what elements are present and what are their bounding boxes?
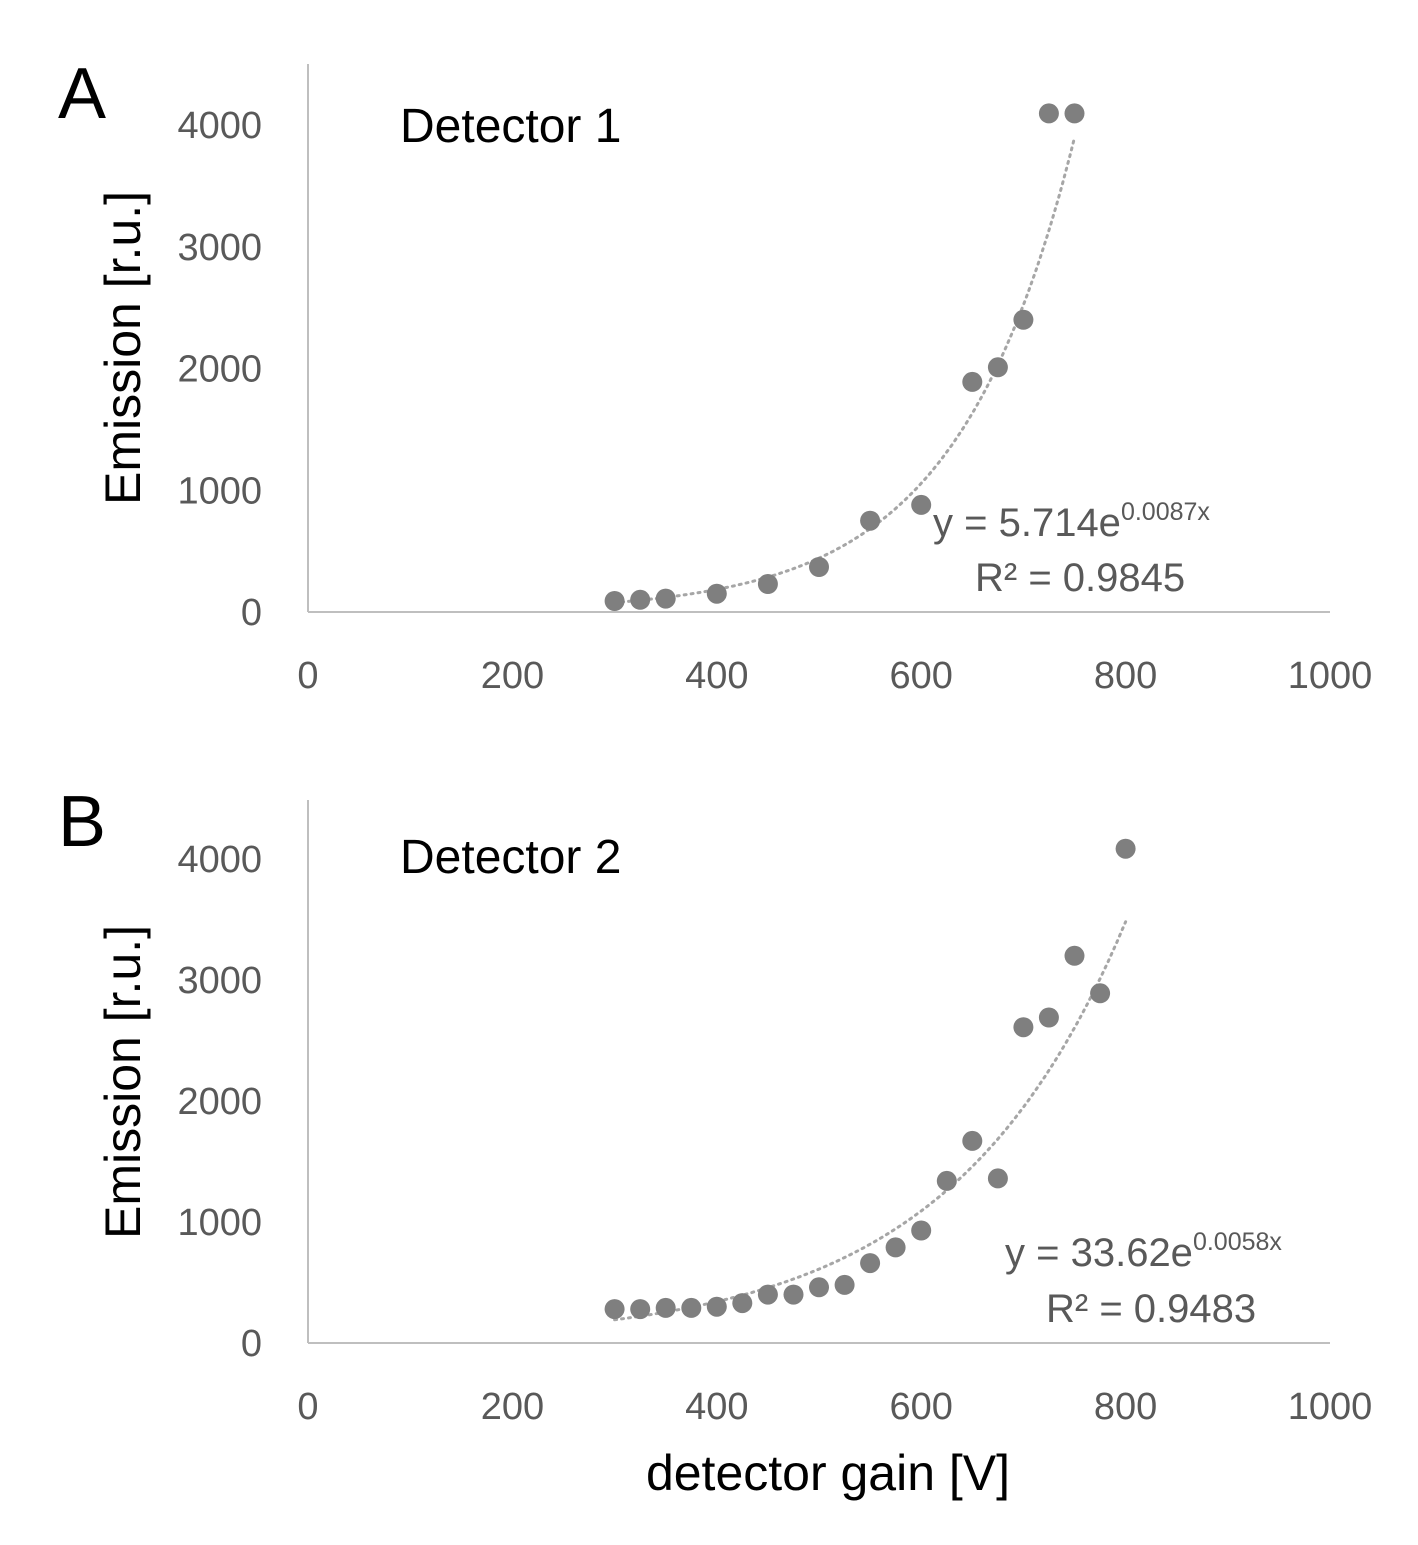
data-points-a — [604, 103, 1085, 611]
data-point — [809, 1277, 829, 1298]
data-points-b — [604, 838, 1136, 1320]
data-point — [860, 510, 881, 531]
data-point — [757, 1284, 778, 1305]
x-tick-label: 200 — [481, 655, 544, 697]
y-tick-label: 3000 — [177, 960, 262, 1002]
data-point — [783, 1284, 804, 1305]
data-point — [1064, 945, 1085, 966]
data-point — [655, 1297, 676, 1318]
data-point — [885, 1237, 906, 1258]
y-tick-label: 4000 — [177, 105, 262, 147]
y-tick-label: 3000 — [177, 227, 262, 269]
y-tick-label: 0 — [241, 592, 262, 634]
data-point — [655, 588, 676, 609]
panel-label-a: A — [58, 54, 106, 134]
data-point — [987, 357, 1008, 378]
trend-equation-exponent: 0.0087x — [1121, 498, 1210, 526]
data-point — [706, 583, 727, 604]
data-point — [911, 494, 932, 515]
data-point — [630, 1299, 651, 1320]
data-point — [630, 589, 651, 610]
data-point — [936, 1170, 957, 1191]
x-tick-label: 1000 — [1288, 1386, 1373, 1428]
data-point — [604, 591, 625, 611]
data-point — [732, 1293, 753, 1314]
x-tick-label: 0 — [297, 1386, 318, 1428]
panel-label-b: B — [58, 782, 106, 862]
data-point — [1064, 103, 1085, 124]
x-tick-label: 400 — [685, 655, 748, 697]
data-point — [757, 574, 778, 594]
data-point — [1115, 838, 1136, 859]
trend-equation-base: y = 5.714e — [933, 501, 1121, 545]
trend-equation-base: y = 33.62e — [1005, 1231, 1193, 1275]
y-tick-label: 2000 — [177, 349, 262, 391]
x-tick-label: 400 — [685, 1386, 748, 1428]
data-point — [834, 1274, 855, 1295]
r-squared-a: R² = 0.9845 — [975, 556, 1185, 600]
x-tick-label: 200 — [481, 1386, 544, 1428]
data-point — [860, 1253, 881, 1274]
data-point — [1013, 1017, 1034, 1038]
y-tick-label: 4000 — [177, 839, 262, 881]
y-axis-title-a: Emission [r.u.] — [95, 191, 151, 505]
x-tick-label: 600 — [889, 1386, 952, 1428]
x-tick-labels-b: 0 200 400 600 800 1000 — [297, 1386, 1372, 1428]
data-point — [1038, 1007, 1059, 1028]
x-tick-label: 1000 — [1288, 655, 1373, 697]
data-point — [1038, 103, 1059, 124]
data-point — [987, 1168, 1008, 1189]
trend-equation-b: y = 33.62e0.0058x — [1005, 1228, 1282, 1275]
panel-title-detector-1: Detector 1 — [400, 100, 621, 153]
data-point — [962, 1130, 983, 1151]
y-tick-label: 1000 — [177, 470, 262, 512]
data-point — [706, 1296, 727, 1317]
x-tick-labels-a: 0 200 400 600 800 1000 — [297, 655, 1372, 697]
x-tick-label: 600 — [889, 655, 952, 697]
x-tick-label: 800 — [1094, 1386, 1157, 1428]
panel-a: A Detector 1 Emission [r.u.] 0 1000 2000… — [58, 54, 1372, 697]
y-tick-labels-a: 0 1000 2000 3000 4000 — [177, 105, 262, 634]
y-tick-label: 1000 — [177, 1202, 262, 1244]
y-tick-label: 2000 — [177, 1081, 262, 1123]
trend-equation-exponent: 0.0058x — [1193, 1228, 1282, 1256]
panel-title-detector-2: Detector 2 — [400, 831, 621, 884]
x-tick-label: 800 — [1094, 655, 1157, 697]
data-point — [962, 371, 983, 392]
data-point — [604, 1299, 625, 1320]
data-point — [1013, 309, 1034, 330]
data-point — [681, 1297, 702, 1318]
x-tick-label: 0 — [297, 655, 318, 697]
panel-b: B Detector 2 Emission [r.u.] 0 1000 2000… — [58, 782, 1372, 1501]
y-tick-labels-b: 0 1000 2000 3000 4000 — [177, 839, 262, 1365]
y-axis-title-b: Emission [r.u.] — [95, 925, 151, 1239]
data-point — [809, 557, 829, 577]
trend-equation-a: y = 5.714e0.0087x — [933, 498, 1210, 545]
data-point — [911, 1220, 932, 1241]
data-point — [1090, 983, 1111, 1004]
y-tick-label: 0 — [241, 1323, 262, 1365]
r-squared-b: R² = 0.9483 — [1046, 1287, 1256, 1331]
x-axis-title: detector gain [V] — [646, 1445, 1010, 1501]
